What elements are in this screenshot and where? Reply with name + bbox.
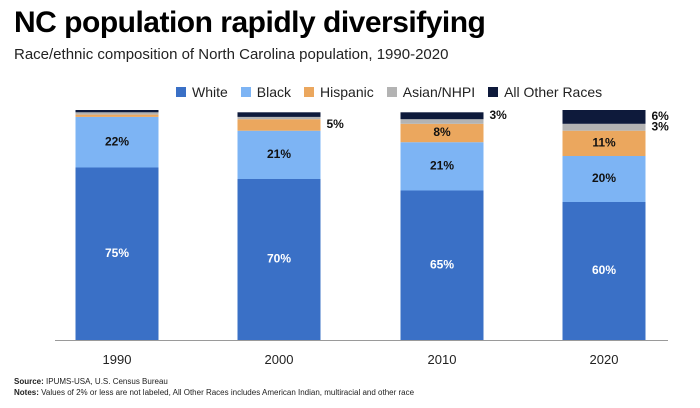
legend-label-all-other-races: All Other Races	[504, 84, 603, 100]
bar-1990-all-other-races	[75, 110, 159, 113]
legend-label-white: White	[192, 84, 228, 100]
data-label-2020-white: 60%	[592, 263, 616, 277]
chart-title: NC population rapidly diversifying	[14, 6, 486, 39]
bar-2010-white	[400, 190, 484, 340]
data-label-2020-black: 20%	[592, 171, 616, 185]
legend-label-hispanic: Hispanic	[320, 84, 374, 100]
x-tick-label-2020: 2020	[590, 352, 619, 367]
chart-legend: White Black Hispanic Asian/NHPI All Other Ra…	[176, 84, 615, 100]
legend-swatch-white	[176, 87, 186, 97]
bar-2010-hispanic	[400, 123, 484, 143]
legend-item-hispanic: Hispanic	[304, 84, 374, 100]
legend-label-black: Black	[256, 84, 292, 100]
bar-2020-asian-nhpi	[562, 123, 646, 131]
source-line: Source: IPUMS-USA, U.S. Census Bureau	[14, 376, 414, 387]
data-label-2010-black: 21%	[430, 159, 454, 173]
data-label-2010-hispanic: 8%	[433, 125, 451, 139]
bar-1990-black	[75, 116, 159, 168]
chart-subtitle: Race/ethnic composition of North Carolin…	[14, 46, 449, 63]
bar-1990-asian-nhpi	[75, 112, 159, 115]
legend-item-all-other-races: All Other Races	[488, 84, 602, 100]
data-label-2010-all-other-races: 3%	[490, 108, 508, 122]
bar-2000-asian-nhpi	[237, 116, 321, 120]
source-label: Source:	[14, 377, 44, 386]
chart-footer: Source: IPUMS-USA, U.S. Census Bureau No…	[14, 376, 414, 398]
data-label-1990-white: 75%	[105, 246, 129, 260]
bar-1990-white	[75, 167, 159, 340]
data-label-2000-black: 21%	[267, 147, 291, 161]
source-text: IPUMS-USA, U.S. Census Bureau	[46, 377, 168, 386]
bar-1990-hispanic	[75, 114, 159, 117]
bar-2010-all-other-races	[400, 112, 484, 120]
legend-swatch-black	[240, 87, 251, 97]
data-label-2010-white: 65%	[430, 257, 454, 271]
legend-item-white: White	[176, 84, 228, 100]
bar-2010-asian-nhpi	[400, 119, 484, 124]
bar-2010-black	[400, 142, 484, 191]
notes-label: Notes:	[14, 388, 39, 397]
data-label-2000-hispanic: 5%	[327, 117, 345, 131]
bar-2020-all-other-races	[562, 110, 646, 124]
bar-2020-white	[562, 202, 646, 340]
legend-swatch-hispanic	[304, 87, 315, 97]
legend-label-asian-nhpi: Asian/NHPI	[402, 84, 476, 100]
legend-item-black: Black	[240, 84, 292, 100]
data-label-2020-hispanic: 11%	[592, 136, 616, 150]
notes-text: Values of 2% or less are not labeled, Al…	[41, 388, 415, 397]
data-label-1990-black: 22%	[105, 134, 129, 148]
x-tick-label-2010: 2010	[428, 352, 457, 367]
legend-swatch-all-other-races	[488, 87, 499, 97]
legend-swatch-asian-nhpi	[386, 87, 397, 97]
bar-2000-white	[237, 179, 321, 340]
data-label-2020-all-other-races: 6%	[652, 109, 670, 123]
bar-2000-all-other-races	[237, 112, 321, 117]
bar-2020-hispanic	[562, 130, 646, 156]
legend-item-asian-nhpi: Asian/NHPI	[386, 84, 476, 100]
x-tick-label-1990: 1990	[103, 352, 132, 367]
data-label-2000-white: 70%	[267, 252, 291, 266]
notes-line: Notes: Values of 2% or less are not labe…	[14, 387, 414, 398]
bar-2020-black	[562, 156, 646, 202]
data-label-2020-asian-nhpi: 3%	[652, 119, 670, 133]
x-tick-label-2000: 2000	[265, 352, 294, 367]
bar-2000-black	[237, 130, 321, 179]
bar-2000-hispanic	[237, 119, 321, 131]
